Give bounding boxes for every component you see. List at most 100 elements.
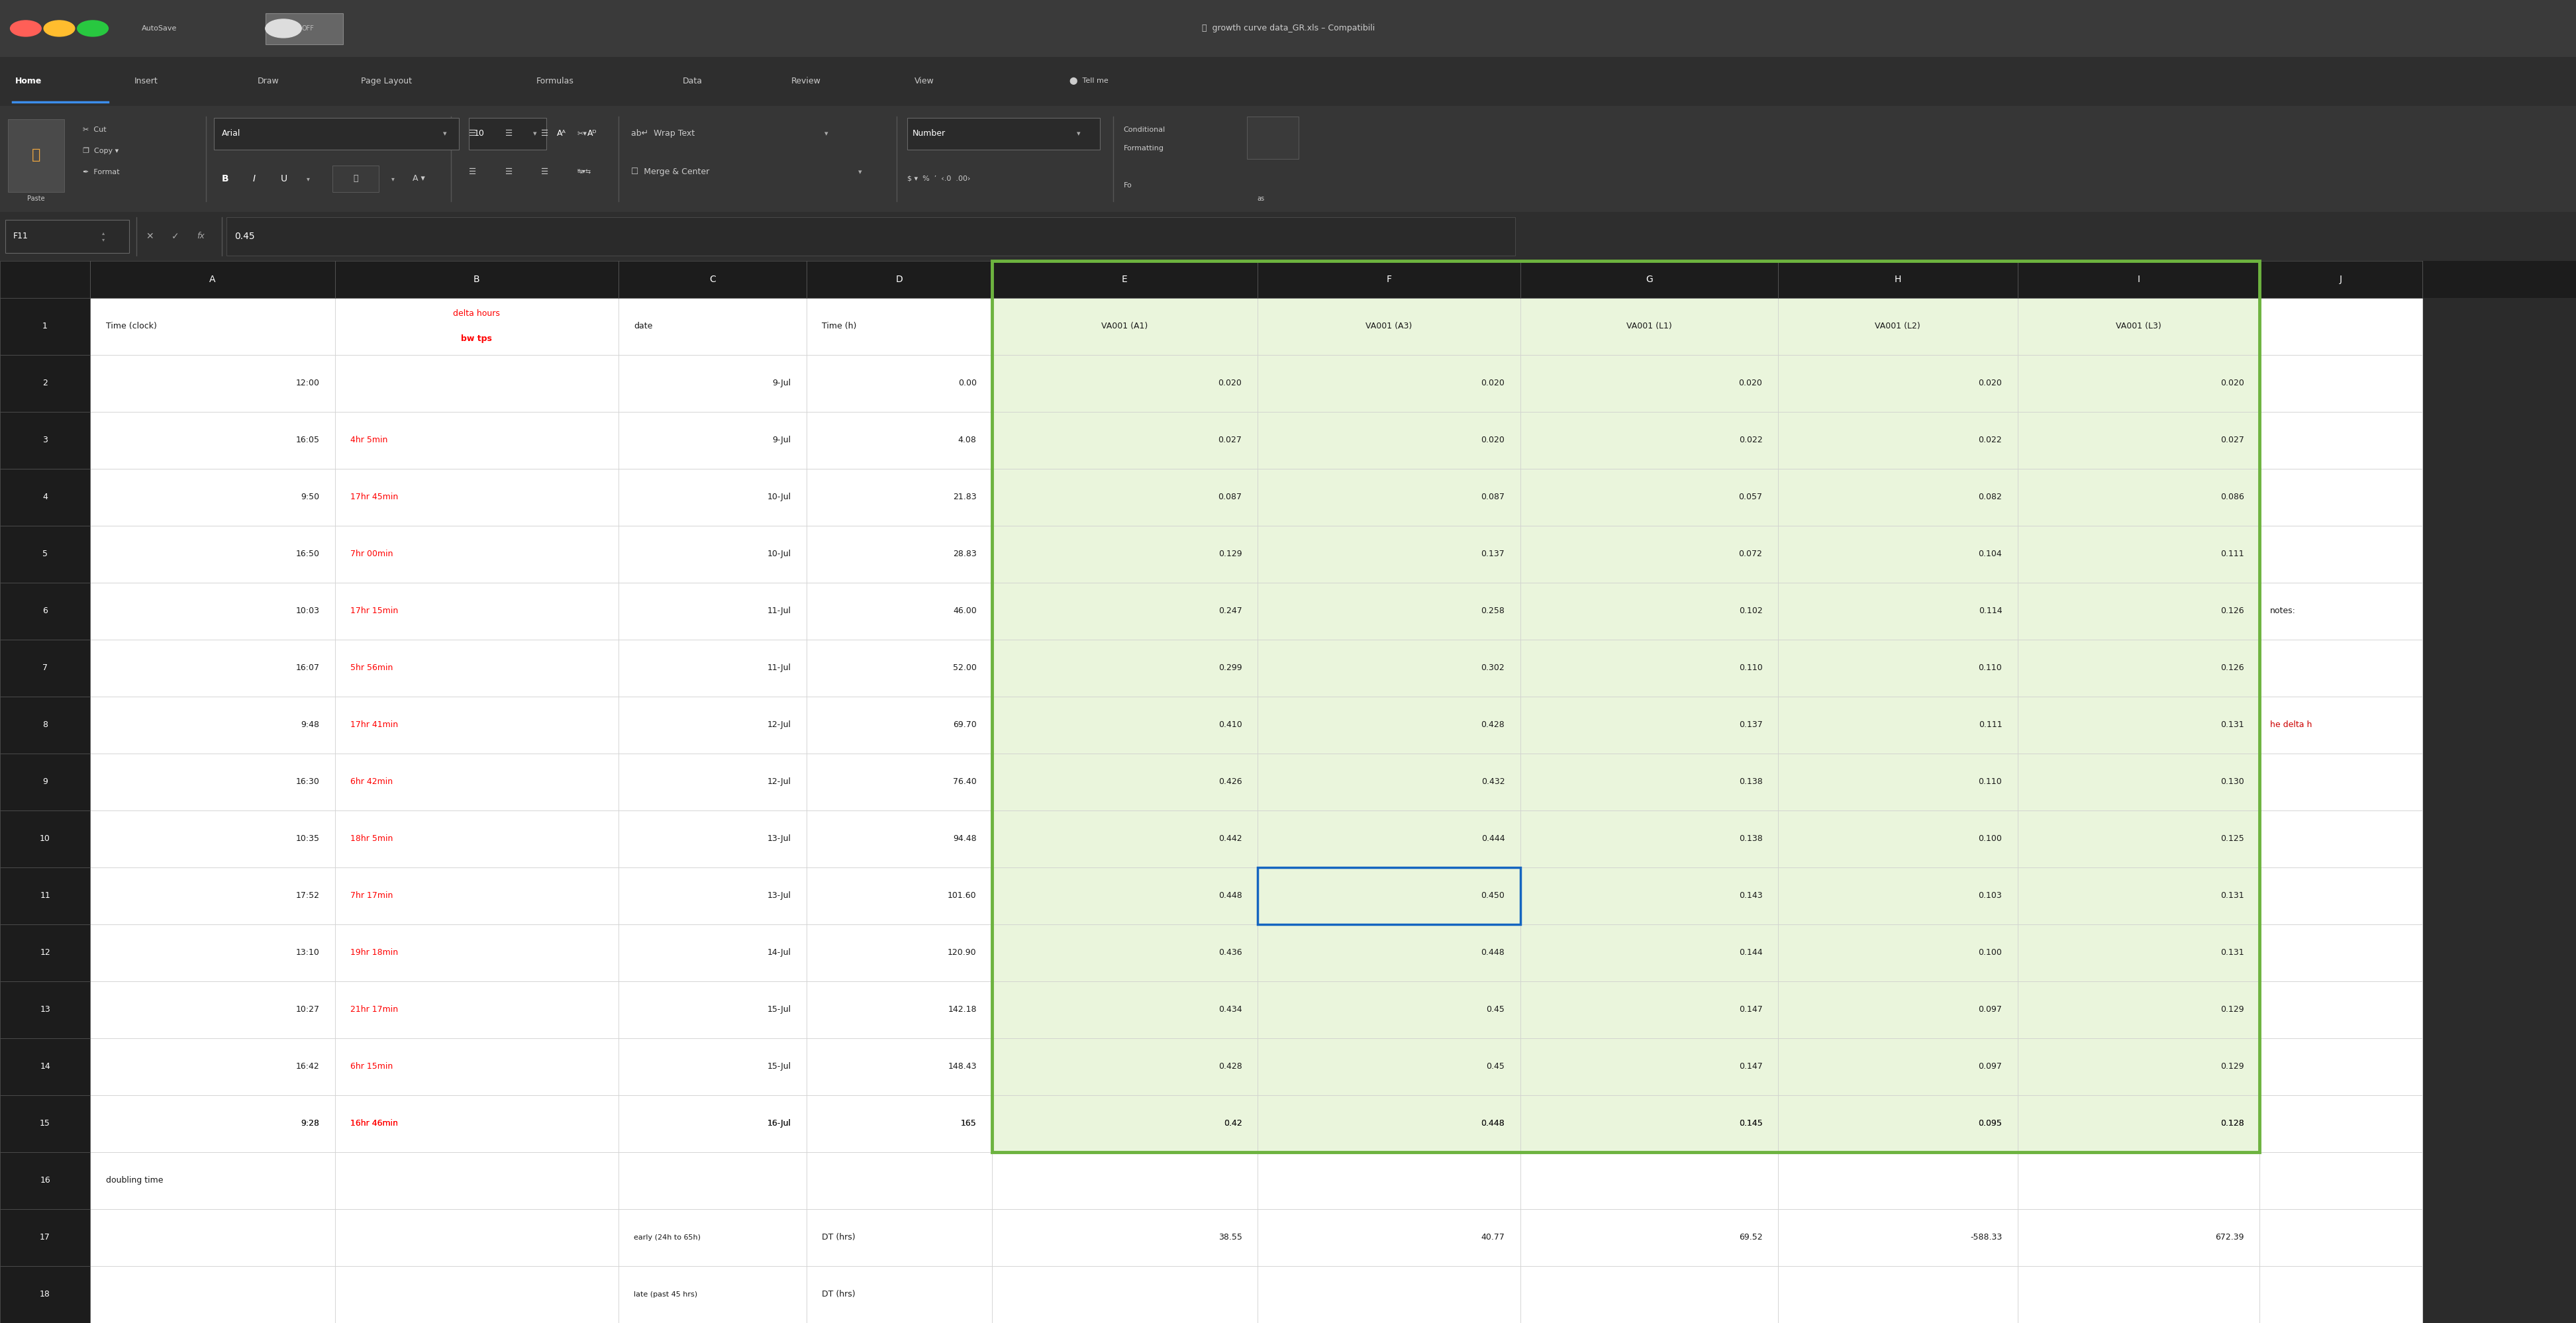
Bar (1777, 298, 2017, 355)
Text: 9:28: 9:28 (301, 1119, 319, 1129)
Text: 0.086: 0.086 (2221, 492, 2244, 501)
Bar (2259, 925, 2421, 982)
Bar (1257, 868, 1520, 925)
Bar (335, 261, 618, 298)
Text: ✂  Cut: ✂ Cut (82, 126, 106, 134)
Text: 0.428: 0.428 (1218, 1062, 1242, 1072)
Text: 18: 18 (39, 1290, 52, 1299)
Bar (0, 261, 90, 298)
Text: 8: 8 (41, 721, 49, 729)
Text: 0.428: 0.428 (1481, 721, 1504, 729)
Bar (90, 1152, 335, 1209)
Text: 0.097: 0.097 (1978, 1005, 2002, 1013)
Text: 16:50: 16:50 (296, 549, 319, 558)
Text: ▾: ▾ (824, 130, 827, 138)
Bar (2259, 1039, 2421, 1095)
Text: 0.299: 0.299 (1218, 664, 1242, 672)
Text: ☰: ☰ (505, 130, 513, 138)
Text: U: U (281, 173, 289, 184)
Text: 0.436: 0.436 (1218, 949, 1242, 957)
Bar (806, 810, 992, 868)
Bar (2017, 639, 2259, 696)
Text: Formatting: Formatting (1123, 144, 1164, 152)
Bar (214, 118, 459, 149)
Bar (806, 411, 992, 468)
Circle shape (10, 21, 41, 37)
Text: 0.302: 0.302 (1481, 664, 1504, 672)
Bar (2259, 696, 2421, 753)
Text: 10: 10 (39, 835, 52, 843)
Bar (469, 118, 546, 149)
Bar (806, 1095, 992, 1152)
Bar (5, 220, 129, 253)
Text: 0.129: 0.129 (1218, 549, 1242, 558)
Bar (90, 925, 335, 982)
Text: 69.52: 69.52 (1739, 1233, 1762, 1242)
Bar (992, 810, 1257, 868)
Text: 21hr 17min: 21hr 17min (350, 1005, 399, 1013)
Bar (992, 868, 1257, 925)
Bar (90, 810, 335, 868)
Text: ▾: ▾ (443, 130, 446, 138)
Bar (2017, 1266, 2259, 1323)
Bar (992, 696, 1257, 753)
Text: F: F (1386, 274, 1391, 284)
Bar (335, 1039, 618, 1095)
Text: ✕: ✕ (147, 232, 152, 241)
Bar (2017, 411, 2259, 468)
Text: 15-Jul: 15-Jul (768, 1062, 791, 1072)
Text: fx: fx (196, 232, 206, 241)
Bar (90, 1266, 335, 1323)
Bar (0, 468, 90, 525)
Text: 16:05: 16:05 (296, 435, 319, 445)
Text: 0.442: 0.442 (1218, 835, 1242, 843)
Bar (1257, 1039, 1520, 1095)
Bar (2017, 810, 2259, 868)
Text: 16: 16 (39, 1176, 52, 1185)
Text: 0.095: 0.095 (1978, 1119, 2002, 1129)
Text: 15: 15 (39, 1119, 52, 1129)
Text: Insert: Insert (134, 77, 157, 86)
Bar (2259, 525, 2421, 582)
Bar (1520, 639, 1777, 696)
Text: 120.90: 120.90 (948, 949, 976, 957)
Bar (0, 298, 90, 355)
Bar (335, 411, 618, 468)
Bar (1257, 696, 1520, 753)
Bar (992, 925, 1257, 982)
Circle shape (265, 19, 301, 38)
Bar (992, 298, 1257, 355)
Text: 9-Jul: 9-Jul (773, 378, 791, 388)
Bar (0, 868, 90, 925)
Text: date: date (634, 321, 652, 331)
Bar (90, 261, 335, 298)
Text: ▴
▾: ▴ ▾ (100, 230, 106, 242)
Text: 0.110: 0.110 (1978, 664, 2002, 672)
Bar (806, 582, 992, 639)
Bar (2259, 1095, 2421, 1152)
Bar (2017, 696, 2259, 753)
Bar (2017, 1039, 2259, 1095)
Bar (992, 525, 1257, 582)
Bar (1257, 982, 1520, 1039)
Text: 16-Jul: 16-Jul (768, 1119, 791, 1129)
Text: 0.432: 0.432 (1481, 778, 1504, 786)
Bar (1777, 1095, 2017, 1152)
Text: 4: 4 (41, 492, 49, 501)
Bar (992, 1095, 1257, 1152)
Text: G: G (1646, 274, 1651, 284)
Text: ↹▾⇆: ↹▾⇆ (577, 168, 590, 176)
Text: Page Layout: Page Layout (361, 77, 412, 86)
Text: 0.450: 0.450 (1481, 892, 1504, 900)
Text: 142.18: 142.18 (948, 1005, 976, 1013)
Text: 17:52: 17:52 (296, 892, 319, 900)
Text: VA001 (L2): VA001 (L2) (1875, 321, 1919, 331)
Text: ⎘: ⎘ (31, 148, 41, 161)
Bar (1520, 1039, 1777, 1095)
Bar (90, 411, 335, 468)
Bar (1257, 355, 1520, 411)
Text: ▾: ▾ (307, 175, 309, 183)
Bar (618, 982, 806, 1039)
Text: Aᴰ: Aᴰ (587, 130, 598, 138)
Text: ✓: ✓ (173, 232, 178, 241)
